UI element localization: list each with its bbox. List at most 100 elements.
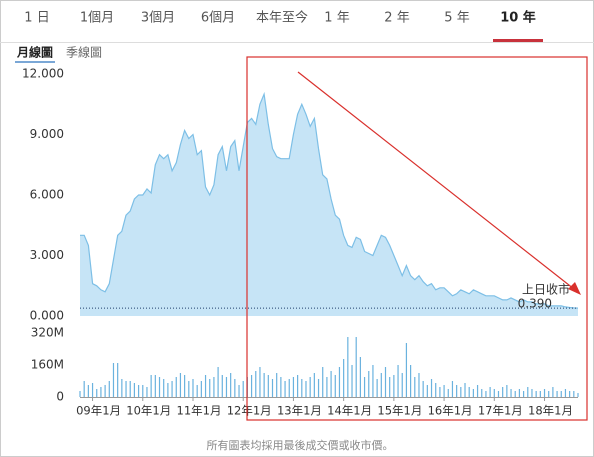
tab[interactable]: 10 年 bbox=[500, 10, 536, 26]
x-tick-label: 17年1月 bbox=[478, 404, 523, 418]
volume-bar bbox=[481, 389, 483, 397]
volume-bar bbox=[276, 373, 278, 397]
volume-bar bbox=[301, 379, 303, 397]
volume-bar bbox=[405, 343, 408, 397]
volume-bar bbox=[280, 377, 282, 397]
volume-bar bbox=[213, 377, 215, 397]
volume-bar bbox=[225, 377, 228, 397]
tab-underline bbox=[493, 39, 543, 42]
volume-bar bbox=[200, 381, 202, 397]
subtab-underline bbox=[15, 61, 55, 63]
volume-bar bbox=[376, 379, 378, 397]
x-tick-label: 16年1月 bbox=[428, 404, 473, 418]
volume-bar bbox=[464, 383, 466, 397]
price-line bbox=[80, 91, 579, 309]
tab[interactable]: 1個月 bbox=[80, 11, 114, 26]
volume-bar bbox=[129, 381, 131, 397]
volume-bar bbox=[363, 377, 366, 397]
volume-bar bbox=[91, 383, 94, 397]
volume-bar bbox=[384, 367, 387, 397]
volume-bar bbox=[83, 381, 85, 397]
tab[interactable]: 1 年 bbox=[324, 11, 349, 26]
volume-bar bbox=[179, 373, 182, 397]
volume-bar bbox=[137, 385, 140, 397]
volume-bar bbox=[100, 387, 102, 397]
volume-bar bbox=[104, 385, 106, 397]
volume-bar bbox=[569, 391, 571, 397]
tab[interactable]: 3個月 bbox=[141, 11, 175, 26]
volume-bar bbox=[292, 377, 295, 397]
volume-bar bbox=[393, 375, 395, 397]
volume-bar bbox=[451, 381, 454, 397]
volume-bar bbox=[121, 379, 123, 397]
volume-bar bbox=[531, 389, 533, 397]
volume-bar bbox=[188, 381, 190, 397]
volume-bar bbox=[397, 365, 399, 397]
volume-bar bbox=[326, 377, 328, 397]
volume-bar bbox=[125, 381, 127, 397]
volume-bar bbox=[539, 391, 541, 397]
volume-bar bbox=[267, 375, 269, 397]
tab[interactable]: 6個月 bbox=[201, 11, 235, 26]
subtab[interactable]: 季線圖 bbox=[66, 45, 102, 60]
volume-bar bbox=[217, 367, 219, 397]
volume-bar bbox=[347, 337, 349, 397]
volume-bar bbox=[426, 385, 428, 397]
volume-bar bbox=[422, 381, 424, 397]
x-tick-label: 11年1月 bbox=[177, 404, 222, 418]
volume-bar bbox=[518, 389, 521, 397]
volume-bar bbox=[330, 371, 332, 397]
volume-bar bbox=[443, 385, 445, 397]
tab[interactable]: 2 年 bbox=[384, 11, 409, 26]
volume-bar bbox=[313, 373, 315, 397]
volume-bar bbox=[535, 391, 537, 397]
prev-close-value: 0.390 bbox=[518, 297, 552, 311]
volume-bar bbox=[184, 375, 186, 397]
volume-bar bbox=[468, 387, 470, 397]
volume-bar bbox=[564, 389, 567, 397]
volume-bar bbox=[175, 377, 177, 397]
volume-bar bbox=[154, 375, 156, 397]
volume-bar bbox=[209, 379, 211, 397]
x-tick-label: 18年1月 bbox=[528, 404, 573, 418]
volume-bar bbox=[414, 377, 416, 397]
volume-bar bbox=[430, 379, 433, 397]
volume-bar bbox=[196, 385, 198, 397]
volume-bar bbox=[297, 375, 299, 397]
tab[interactable]: 5 年 bbox=[444, 11, 469, 26]
volume-bar bbox=[259, 367, 261, 397]
volume-bar bbox=[167, 383, 169, 397]
volume-bar bbox=[163, 379, 165, 397]
arrow-line bbox=[297, 71, 575, 290]
volume-bar bbox=[506, 385, 508, 397]
volume-bar bbox=[368, 371, 370, 397]
volume-bar bbox=[510, 389, 512, 397]
x-tick-label: 13年1月 bbox=[277, 404, 322, 418]
volume-bar bbox=[204, 375, 207, 397]
volume-bar bbox=[250, 375, 253, 397]
x-tick-label: 12年1月 bbox=[227, 404, 272, 418]
volume-bar bbox=[263, 373, 265, 397]
footer: 所有圖表均採用最後成交價或收市價。 bbox=[207, 438, 394, 452]
volume-bar bbox=[288, 379, 290, 397]
subtab[interactable]: 月線圖 bbox=[16, 45, 53, 60]
volume-bar bbox=[543, 389, 546, 397]
volume-bar bbox=[96, 389, 98, 397]
price-tick-label: 6.000 bbox=[30, 188, 64, 202]
x-tick-label: 14年1月 bbox=[327, 404, 372, 418]
volume-bar bbox=[552, 387, 554, 397]
tab[interactable]: 本年至今 bbox=[256, 10, 308, 26]
price-tick-label: 12.000 bbox=[22, 67, 64, 81]
tab[interactable]: 1 日 bbox=[24, 11, 49, 26]
price-tick-label: 0.000 bbox=[30, 309, 64, 323]
volume-bar bbox=[150, 375, 152, 397]
volume-bar bbox=[79, 391, 81, 397]
volume-bar bbox=[305, 381, 307, 397]
volume-bar bbox=[192, 379, 194, 397]
volume-bar bbox=[456, 385, 458, 397]
volume-bar bbox=[577, 393, 579, 397]
volume-bar bbox=[497, 391, 500, 397]
volume-bar bbox=[560, 391, 562, 397]
volume-bar bbox=[522, 391, 525, 397]
volume-bar bbox=[476, 385, 479, 397]
